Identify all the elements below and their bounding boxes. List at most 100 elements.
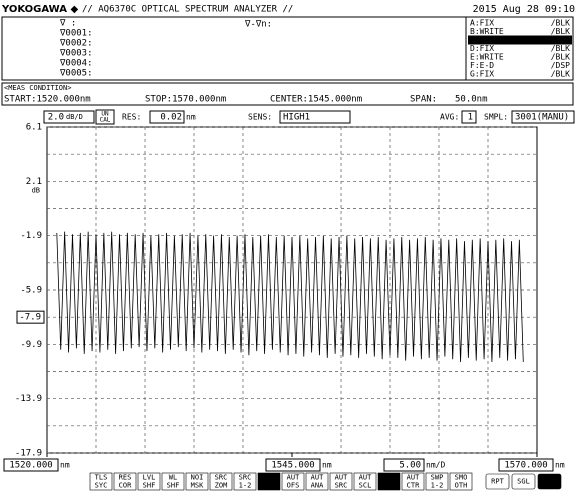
trace-mode: /BLK — [551, 53, 570, 62]
function-button — [257, 472, 281, 491]
center: CENTER:1545.000nm — [270, 95, 362, 105]
button-label: AUT — [311, 474, 324, 482]
function-button — [305, 472, 329, 491]
smpl-box — [511, 110, 575, 124]
trace-label: A:FIX — [470, 19, 494, 28]
sens-label: SENS: — [248, 113, 272, 122]
delta-marker: ∇-∇n: — [244, 20, 272, 30]
function-button — [449, 472, 473, 491]
trace-label: G:FIX — [470, 70, 494, 79]
button-label: OTH — [455, 482, 468, 490]
stop: STOP:1570.000nm — [145, 95, 226, 105]
datetime: 2015 Aug 28 09:10 — [473, 4, 575, 15]
ref-level-box — [16, 310, 45, 324]
res: 0.02 — [160, 113, 182, 123]
x-div-box — [383, 458, 425, 472]
button-label: AUT — [287, 474, 300, 482]
ref-level-label: -7.9 — [19, 313, 41, 323]
smpl-label: SMPL: — [484, 113, 508, 122]
marker: ∇0002: — [59, 39, 93, 49]
function-button — [425, 472, 449, 491]
button-label: RES — [119, 474, 132, 482]
marker: ∇0004: — [59, 59, 93, 69]
avg: 1 — [468, 113, 473, 123]
button-label: WL — [265, 482, 273, 490]
trace — [56, 231, 524, 363]
brand: YOKOGAWA ◆ — [1, 4, 78, 15]
x-div: 5.00 — [399, 461, 421, 471]
trace-mode: /BLK — [551, 36, 570, 45]
button-label: OFS — [287, 482, 300, 490]
button-label: NOI — [191, 474, 204, 482]
button-label: VAC — [263, 474, 276, 482]
y-unit: dB — [32, 186, 40, 194]
y-tick-label: -13.9 — [15, 394, 42, 404]
marker: ∇0003: — [59, 49, 93, 59]
uncal: CAL — [100, 117, 111, 124]
sweep-button — [485, 473, 510, 490]
y-tick-label: -1.9 — [20, 231, 42, 241]
model: // AQ6370C OPTICAL SPECTRUM ANALYZER // — [82, 5, 293, 15]
avg-box — [461, 110, 477, 124]
span: 50.0nm — [455, 95, 488, 105]
trace-label: B:WRITE — [470, 27, 504, 36]
button-label: TLS — [95, 474, 108, 482]
x-unit: nm — [555, 461, 565, 470]
function-button — [185, 472, 209, 491]
trace-label: C:FX B-A — [470, 36, 509, 45]
y-tick-label: 2.1 — [26, 177, 42, 187]
trace-mode: /BLK — [551, 44, 570, 53]
button-label: AUT — [359, 474, 372, 482]
sens-box — [279, 110, 351, 124]
trace-highlight — [468, 35, 572, 45]
button-label: CTR — [407, 482, 420, 490]
function-button — [113, 472, 137, 491]
scale: 2.0 — [48, 113, 64, 123]
start: START:1520.000nm — [4, 95, 91, 105]
res-label: RES: — [122, 113, 141, 122]
trace-mode: /BLK — [551, 70, 570, 79]
function-button — [209, 472, 233, 491]
button-label: SHF — [167, 482, 180, 490]
marker: ∇0001: — [59, 29, 93, 39]
y-tick-label: -17.9 — [15, 449, 42, 459]
trace-label: D:FIX — [470, 44, 494, 53]
x-label-box — [3, 458, 59, 472]
button-label: REF — [383, 482, 396, 490]
x-label-box — [498, 458, 554, 472]
span-label: SPAN: — [410, 95, 437, 105]
function-button — [329, 472, 353, 491]
res-box — [149, 110, 185, 124]
button-label: AUT — [383, 474, 396, 482]
res-unit: nm — [186, 113, 196, 122]
x-tick-label: 1570.000 — [504, 461, 547, 471]
sweep-label: SGL — [517, 478, 530, 486]
function-button — [233, 472, 257, 491]
button-label: SMO — [455, 474, 468, 482]
function-button — [353, 472, 377, 491]
x-tick-label: 1545.000 — [271, 461, 314, 471]
x-label-box — [265, 458, 321, 472]
marker: ∇0005: — [59, 69, 93, 79]
button-label: SRC — [335, 482, 348, 490]
button-label: SCL — [359, 482, 372, 490]
meas-title: <MEAS CONDITION> — [4, 84, 71, 92]
avg-label: AVG: — [440, 113, 459, 122]
sens: HIGH1 — [283, 113, 310, 123]
x-tick-label: 1520.000 — [9, 461, 52, 471]
trace-label: F:E-D — [470, 61, 494, 70]
button-label: SYC — [95, 482, 108, 490]
button-label: WL — [169, 474, 177, 482]
sweep-label: STP — [543, 478, 556, 486]
trace-mode: /BLK — [551, 19, 570, 28]
y-tick-label: 6.1 — [26, 123, 42, 133]
x-unit: nm — [60, 461, 70, 470]
meas-panel — [1, 82, 574, 106]
button-label: SRC — [239, 474, 252, 482]
button-label: AUT — [407, 474, 420, 482]
sweep-button — [511, 473, 536, 490]
scale-box — [43, 110, 95, 124]
marker: ∇ : — [59, 19, 76, 29]
